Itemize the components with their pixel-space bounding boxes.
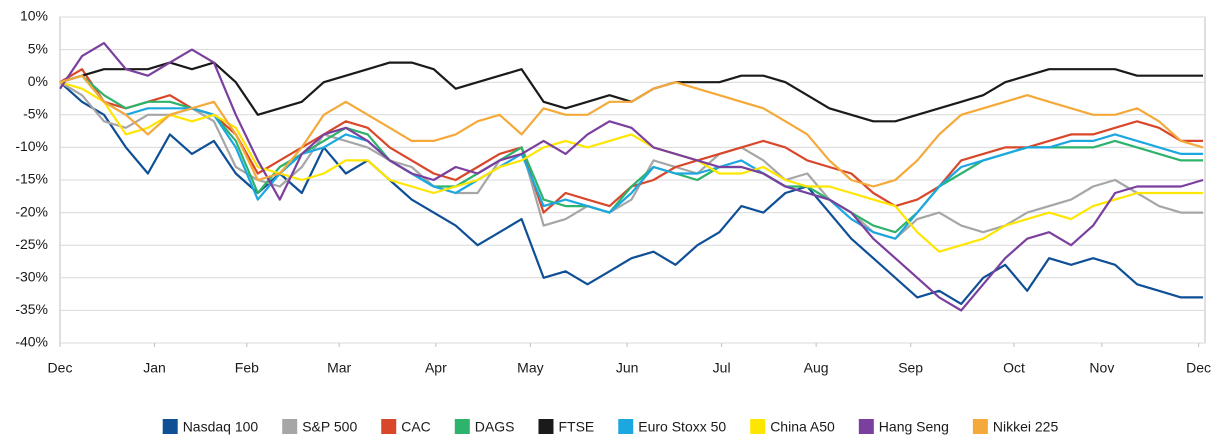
legend-item: DAGS (454, 419, 515, 435)
x-tick-label: Aug (804, 360, 829, 376)
series-line (59, 81, 1203, 253)
x-tick-label: Jun (616, 360, 639, 376)
legend-label: Nikkei 225 (993, 419, 1059, 435)
legend-item: S&P 500 (282, 419, 357, 435)
y-tick-label: 0% (28, 73, 48, 89)
legend-item: Nikkei 225 (972, 419, 1059, 435)
legend-label: Hang Seng (879, 419, 949, 435)
legend-label: CAC (401, 419, 431, 435)
legend-swatch (538, 419, 554, 434)
legend-swatch (750, 419, 766, 434)
y-tick-label: -35% (15, 301, 48, 317)
legend-swatch (381, 419, 397, 434)
legend-swatch (282, 419, 298, 434)
y-tick-label: -10% (15, 138, 48, 154)
series-line (59, 74, 1203, 240)
legend-swatch (454, 419, 470, 434)
legend-label: Euro Stoxx 50 (638, 419, 726, 435)
x-tick-label: Jul (713, 360, 731, 376)
x-tick-label: Oct (1003, 360, 1025, 376)
legend-swatch (618, 419, 634, 434)
legend: Nasdaq 100 S&P 500 CAC DAGS FTSE Euro Stoxx 5… (162, 419, 1059, 435)
legend-label: S&P 500 (302, 419, 357, 435)
legend-item: FTSE (538, 419, 594, 435)
y-tick-label: -40% (15, 334, 48, 350)
series-line (59, 74, 1203, 234)
series-line (59, 74, 1204, 188)
x-tick-label: Dec (1186, 360, 1211, 376)
x-tick-label: Feb (235, 360, 259, 376)
series-line (59, 42, 1204, 312)
x-tick-label: May (517, 360, 543, 376)
legend-label: Nasdaq 100 (183, 419, 259, 435)
y-tick-label: -20% (15, 203, 48, 219)
legend-swatch (162, 419, 178, 434)
series-line (59, 81, 1203, 305)
legend-label: China A50 (770, 419, 835, 435)
legend-item: Nasdaq 100 (162, 419, 259, 435)
y-tick-label: -30% (15, 269, 48, 285)
series-line (59, 61, 1203, 123)
legend-item: Hang Seng (858, 419, 949, 435)
y-tick-label: 10% (20, 8, 48, 24)
legend-swatch (858, 419, 874, 434)
x-tick-label: Jan (143, 360, 166, 376)
x-tick-label: Dec (48, 360, 73, 376)
x-tick-label: Apr (425, 360, 447, 376)
y-tick-label: -15% (15, 171, 48, 187)
y-tick-label: -25% (15, 236, 48, 252)
legend-item: China A50 (750, 419, 835, 435)
legend-label: FTSE (558, 419, 594, 435)
legend-item: CAC (381, 419, 431, 435)
legend-item: Euro Stoxx 50 (618, 419, 726, 435)
y-tick-label: -5% (23, 106, 48, 122)
x-tick-label: Mar (327, 360, 351, 376)
x-tick-label: Sep (898, 360, 923, 376)
x-tick-label: Nov (1089, 360, 1114, 376)
legend-swatch (972, 419, 988, 434)
legend-label: DAGS (475, 419, 515, 435)
y-tick-label: 5% (28, 40, 48, 56)
